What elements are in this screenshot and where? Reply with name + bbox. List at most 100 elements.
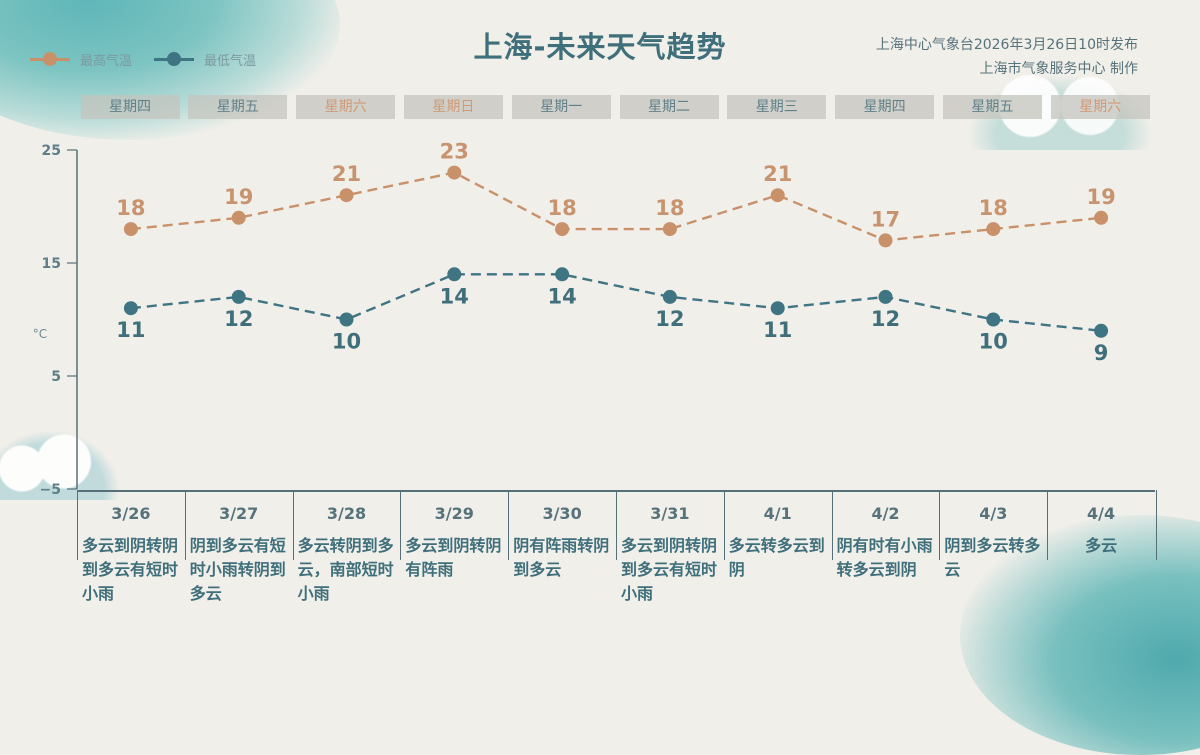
low-temp-value-label: 14 xyxy=(547,284,576,308)
forecast-column xyxy=(616,490,725,560)
high-temp-point xyxy=(555,222,570,237)
forecast-weather-description: 阴有时有小雨转多云到阴 xyxy=(836,536,933,579)
legend-label-low: 最低气温 xyxy=(204,54,257,69)
high-temp-value-label: 18 xyxy=(547,196,576,220)
low-temp-point xyxy=(770,301,785,316)
legend-item-low: 最低气温 xyxy=(154,50,256,69)
forecast-date: 3/27 xyxy=(219,504,259,523)
low-temp-point xyxy=(339,312,354,327)
forecast-weather-description: 多云到阴转阴有阵雨 xyxy=(405,536,502,579)
low-temp-point xyxy=(447,267,462,282)
high-temp-point xyxy=(986,222,1001,237)
weekday-label: 星期五 xyxy=(188,95,288,119)
high-temp-value-label: 19 xyxy=(224,185,253,209)
high-temp-value-label: 23 xyxy=(440,140,469,164)
weekday-label: 星期三 xyxy=(727,95,827,119)
high-temp-point xyxy=(878,233,893,248)
publisher-line-issue: 上海中心气象台2026年3月26日10时发布 xyxy=(875,37,1138,53)
low-temp-value-label: 12 xyxy=(224,307,253,331)
forecast-weather-description: 多云到阴转阴到多云有短时小雨 xyxy=(621,536,718,603)
forecast-column xyxy=(184,490,294,560)
forecast-column xyxy=(1047,490,1157,560)
high-temp-point xyxy=(231,210,246,225)
forecast-date: 4/2 xyxy=(871,504,900,523)
forecast-column xyxy=(77,490,186,560)
chart-legend: 最高气温 最低气温 xyxy=(30,50,256,69)
y-axis-unit-label: °C xyxy=(33,327,47,341)
legend-item-high: 最高气温 xyxy=(30,50,132,69)
forecast-weather-description: 阴到多云转多云 xyxy=(944,536,1041,579)
forecast-column xyxy=(400,490,509,560)
weekday-label: 星期六 xyxy=(296,95,396,119)
low-temp-value-label: 11 xyxy=(116,318,145,342)
forecast-column xyxy=(939,490,1048,560)
forecast-column xyxy=(508,490,617,560)
low-temp-point xyxy=(231,289,246,304)
low-temp-value-label: 14 xyxy=(440,284,469,308)
forecast-weather-description: 阴到多云有短时小雨转阴到多云 xyxy=(189,536,286,603)
low-temp-value-label: 12 xyxy=(871,307,900,331)
low-temp-point xyxy=(878,289,893,304)
low-temp-marker-icon xyxy=(154,52,195,66)
publisher-info: 上海中心气象台2026年3月26日10时发布 上海市气象服务中心 制作 xyxy=(876,33,1138,81)
low-temp-point xyxy=(986,312,1001,327)
high-temp-value-label: 18 xyxy=(116,196,145,220)
forecast-date: 3/26 xyxy=(111,504,151,523)
high-temp-value-label: 21 xyxy=(763,162,792,186)
forecast-date: 4/1 xyxy=(763,504,792,523)
legend-label-high: 最高气温 xyxy=(80,54,133,69)
forecast-weather-description: 多云转多云到阴 xyxy=(728,536,825,579)
high-temp-value-label: 17 xyxy=(871,207,900,231)
low-temp-point xyxy=(662,289,677,304)
high-temp-point xyxy=(1094,210,1109,225)
high-temp-value-label: 19 xyxy=(1086,185,1115,209)
high-temp-point xyxy=(447,165,462,180)
forecast-date: 4/4 xyxy=(1087,504,1116,523)
weekday-label: 星期四 xyxy=(835,95,935,119)
weekday-header-row: 星期四 星期五 星期六 星期日 星期一 星期二 星期三 星期四 星期五 星期六 xyxy=(80,95,1152,119)
forecast-date: 3/28 xyxy=(326,504,367,523)
temperature-line-chart: 25 15 5 −5 °C 18 19 21 23 18 18 21 17 18 19 11 12 10 14 14 1… xyxy=(33,140,1116,498)
high-temp-point xyxy=(123,222,138,237)
y-axis-tick-label: 15 xyxy=(42,256,61,272)
weekday-label: 星期六 xyxy=(1050,95,1150,119)
high-temp-marker-icon xyxy=(30,52,70,66)
high-temp-point xyxy=(662,222,677,237)
forecast-column xyxy=(831,490,941,560)
weekday-label: 星期二 xyxy=(619,95,719,119)
forecast-weather-description: 多云 xyxy=(1085,536,1118,555)
chart-title: 上海-未来天气趋势 xyxy=(473,30,727,64)
forecast-date: 3/30 xyxy=(542,504,582,523)
low-temp-value-label: 11 xyxy=(763,318,792,342)
high-temp-point xyxy=(770,188,785,203)
y-axis-tick-label: −5 xyxy=(40,482,61,498)
forecast-weather-description: 多云到阴转阴到多云有短时小雨 xyxy=(82,536,179,603)
weekday-label: 星期一 xyxy=(511,95,611,119)
low-temp-point xyxy=(123,301,138,316)
y-axis-tick-label: 25 xyxy=(42,143,61,159)
forecast-date: 3/31 xyxy=(650,504,690,523)
low-temp-point xyxy=(555,267,570,282)
weekday-label: 星期四 xyxy=(80,95,180,119)
high-temp-value-label: 21 xyxy=(332,162,361,186)
high-temp-line xyxy=(130,171,1102,242)
forecast-column xyxy=(292,490,402,560)
publisher-line-maker: 上海市气象服务中心 制作 xyxy=(979,61,1138,77)
low-temp-value-label: 10 xyxy=(979,330,1008,354)
forecast-date: 4/3 xyxy=(979,504,1008,523)
forecast-weather-description: 阴有阵雨转阴到多云 xyxy=(513,536,610,579)
forecast-column xyxy=(723,490,833,560)
forecast-weather-description: 多云转阴到多云，南部短时小雨 xyxy=(297,536,394,603)
weekday-label: 星期五 xyxy=(942,95,1042,119)
low-temp-line xyxy=(130,273,1102,332)
low-temp-value-label: 10 xyxy=(332,330,361,354)
high-temp-value-label: 18 xyxy=(655,196,684,220)
y-axis-tick-label: 5 xyxy=(51,369,61,385)
low-temp-point xyxy=(1094,323,1109,338)
high-temp-value-label: 18 xyxy=(979,196,1008,220)
high-temp-point xyxy=(339,188,354,203)
low-temp-value-label: 9 xyxy=(1094,341,1109,365)
forecast-date: 3/29 xyxy=(434,504,474,523)
low-temp-value-label: 12 xyxy=(655,307,684,331)
weekday-label: 星期日 xyxy=(403,95,503,119)
